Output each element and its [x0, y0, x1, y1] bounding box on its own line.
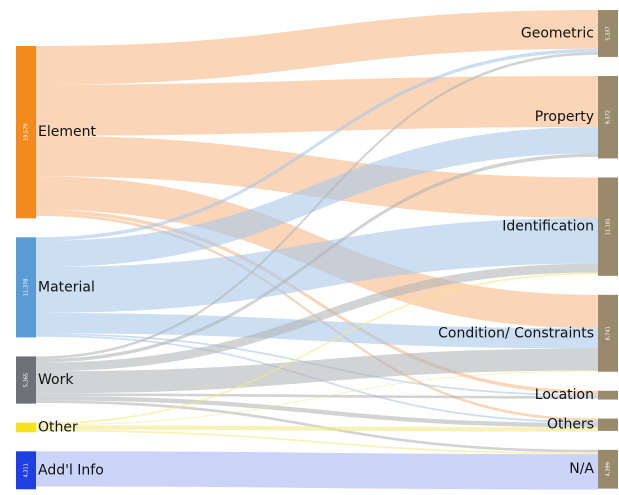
flow — [36, 451, 598, 490]
flow — [36, 425, 598, 432]
node-label: Identification — [502, 219, 594, 235]
flow — [36, 135, 598, 218]
node-label: Geometric — [521, 25, 594, 41]
node-label: Work — [38, 372, 74, 388]
flow — [36, 209, 598, 395]
flow — [36, 272, 598, 425]
node-value: 9,372 — [606, 110, 612, 124]
node-value: 11,378 — [24, 279, 30, 297]
node-label: Other — [38, 419, 78, 435]
node-label: Add'l Info — [38, 462, 104, 478]
flow — [36, 153, 598, 363]
node — [16, 451, 36, 490]
node — [16, 422, 36, 433]
node-value: 5,337 — [606, 26, 612, 40]
node — [598, 294, 618, 372]
flow — [36, 393, 598, 399]
flow — [36, 263, 598, 372]
flow — [36, 217, 598, 313]
node — [16, 356, 36, 404]
node — [16, 237, 36, 338]
node-value: 4,399 — [606, 462, 612, 476]
flow — [36, 396, 598, 428]
node — [16, 46, 36, 219]
node-label: Material — [38, 279, 95, 295]
node-label: Condition/ Constraints — [438, 325, 594, 341]
flow — [36, 75, 598, 136]
node-value: 11,181 — [606, 218, 612, 236]
node-label: Element — [38, 124, 96, 140]
node-value: 5,365 — [24, 373, 30, 387]
node — [598, 177, 618, 276]
node-label: N/A — [569, 461, 594, 477]
flow — [36, 429, 598, 455]
flow — [36, 10, 598, 85]
node-value: 19,579 — [24, 123, 30, 141]
node-label: Others — [547, 417, 594, 433]
flow — [36, 348, 598, 394]
flow — [36, 370, 598, 426]
node — [598, 390, 618, 400]
node-value: 4,311 — [24, 463, 30, 477]
node-value: 8,741 — [606, 326, 612, 340]
links — [36, 10, 598, 490]
flow — [36, 52, 598, 360]
node — [598, 449, 618, 489]
node-label: Location — [535, 387, 594, 403]
node — [598, 75, 618, 159]
node-label: Property — [535, 109, 594, 125]
flow — [36, 127, 598, 268]
node — [598, 10, 618, 57]
flow — [36, 312, 598, 349]
node — [598, 418, 618, 431]
flow — [36, 48, 598, 241]
